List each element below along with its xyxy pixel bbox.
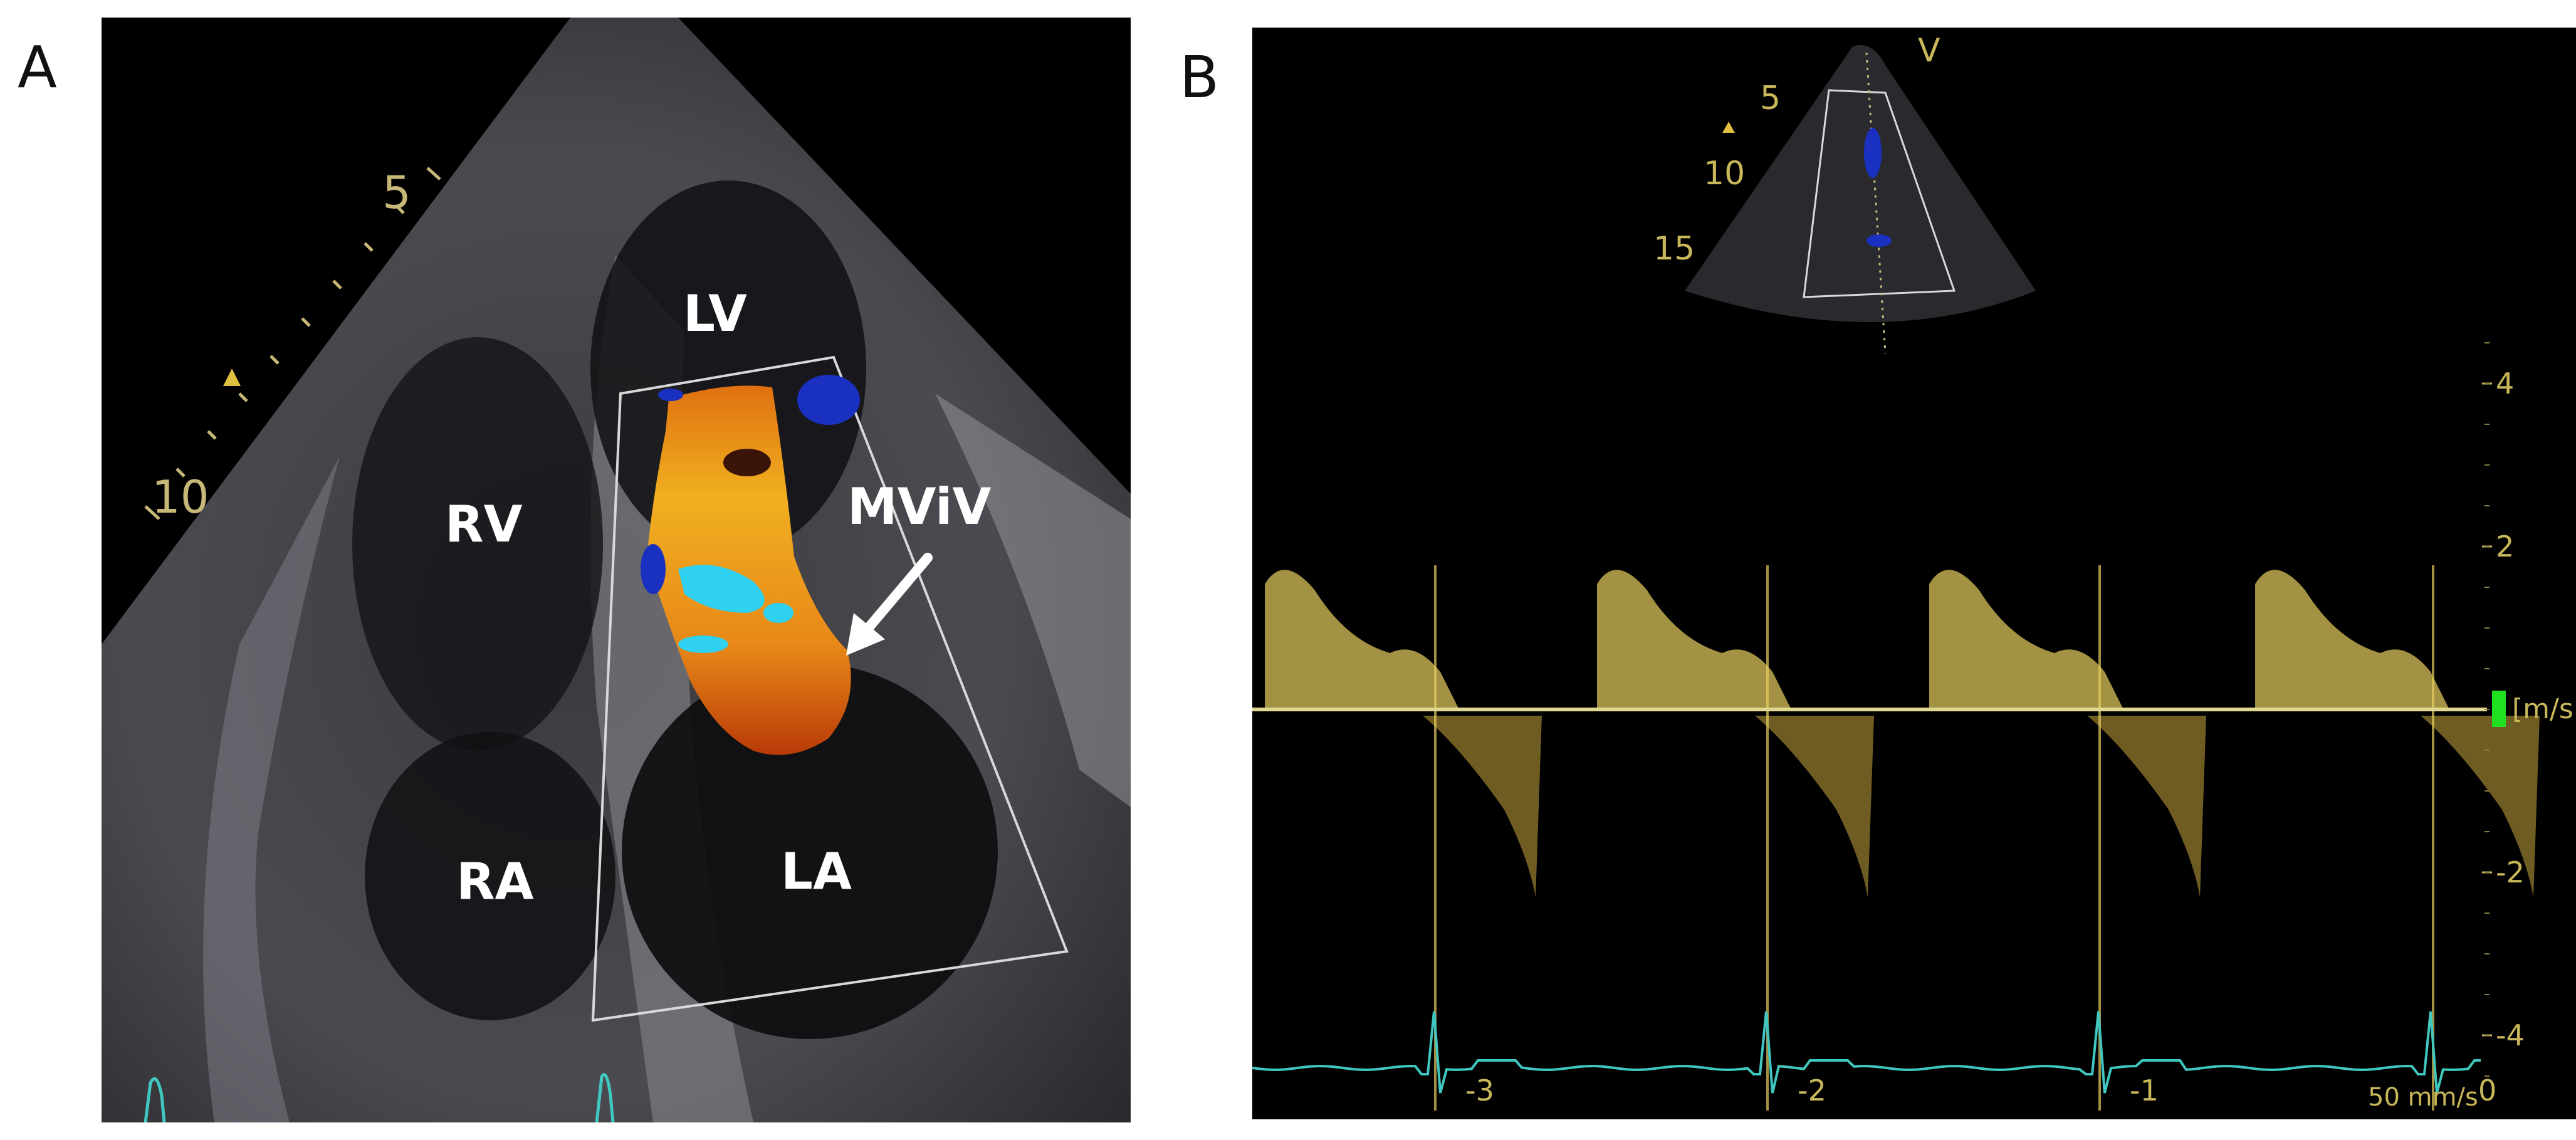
velocity-tick-label: 2 <box>2496 530 2514 563</box>
rv-free-wall <box>203 456 340 1122</box>
panel-a-echo-image: 5 10 LV RV RA LA MViV <box>102 18 1131 1122</box>
flow-cyan-spot <box>763 603 793 623</box>
ref-focus-marker-icon <box>1722 122 1735 133</box>
forward-flow-envelope <box>2255 570 2449 709</box>
label-rv: RV <box>445 495 523 553</box>
forward-flow-envelope <box>1597 570 1791 709</box>
depth-label-10: 10 <box>152 471 209 523</box>
focus-marker-icon <box>223 369 241 386</box>
ref-depth-5: 5 <box>1760 80 1781 117</box>
flow-cyan-spot-2 <box>678 635 728 653</box>
velocity-tick-label: 4 <box>2496 367 2514 400</box>
depth-label-5: 5 <box>382 166 411 219</box>
flow-blue-top <box>658 389 683 401</box>
ref-flow-blue <box>1864 128 1882 178</box>
lv-cavity <box>590 180 866 557</box>
ecg-trace <box>1252 1011 2481 1094</box>
cursor-line <box>1865 52 1887 354</box>
spectral-traces <box>1265 565 2540 1111</box>
arrow-icon <box>846 553 933 656</box>
depth-scale <box>144 167 441 520</box>
time-axis: -3 -2 -1 0 <box>1465 1074 2496 1107</box>
ref-depth-10: 10 <box>1704 155 1745 192</box>
label-ra: RA <box>456 852 534 911</box>
time-tick-label: -1 <box>2130 1074 2159 1107</box>
ecg-trace-fragment <box>144 1077 166 1122</box>
la-cavity <box>622 663 998 1039</box>
color-doppler-box <box>591 355 1069 1022</box>
reverse-flow-envelope <box>1423 716 1542 897</box>
label-lv: LV <box>683 285 747 343</box>
ecg-trace-fragment-2 <box>595 1073 615 1122</box>
ref-depth-15: 15 <box>1653 230 1695 268</box>
time-tick-label: 0 <box>2478 1074 2496 1107</box>
lateral-wall <box>935 394 1131 807</box>
reverse-flow-envelope <box>2421 716 2540 897</box>
panel-a-letter: A <box>18 34 57 101</box>
mode-marker: V <box>1918 32 1940 70</box>
reverse-flow-envelope <box>2087 716 2206 897</box>
flow-cyan-patch <box>678 565 765 613</box>
velocity-tick-label: -4 <box>2496 1018 2525 1052</box>
label-la: LA <box>781 842 852 901</box>
time-tick-label: -3 <box>1465 1074 1494 1107</box>
panel-b-doppler-image: V 5 10 15 [m/s] 4 2 -2 -4 -3 -2 -1 0 50 mm/s <box>1252 28 2576 1119</box>
forward-flow-envelope <box>1929 570 2123 709</box>
label-mviv: MViV <box>847 478 992 536</box>
ra-cavity <box>365 732 615 1020</box>
velocity-tick-label: -2 <box>2496 855 2525 889</box>
panel-b-canvas: V 5 10 15 [m/s] 4 2 -2 -4 -3 -2 -1 0 50 mm/s <box>1252 32 2576 1112</box>
forward-flow-envelope <box>1265 570 1459 709</box>
panel-a-canvas: 5 10 LV RV RA LA MViV <box>102 18 1131 1122</box>
flow-blue-patch-left <box>641 544 666 594</box>
velocity-unit: [m/s] <box>2512 693 2576 725</box>
flow-blue-patch <box>797 375 860 425</box>
flow-dark-spot <box>723 449 771 476</box>
velocity-axis: 4 2 -2 -4 <box>2482 342 2525 1077</box>
sample-volume-box <box>1803 89 1956 298</box>
baseline-marker <box>2492 691 2506 727</box>
panel-b-letter: B <box>1180 44 1220 111</box>
time-tick-label: -2 <box>1798 1074 1826 1107</box>
mitral-flow-jet <box>647 385 851 755</box>
reverse-flow-envelope <box>1755 716 1874 897</box>
ref-flow-blue-2 <box>1867 234 1892 247</box>
sweep-speed: 50 mm/s <box>2368 1083 2478 1112</box>
rv-cavity <box>352 337 603 751</box>
reference-sector <box>1685 45 2036 322</box>
